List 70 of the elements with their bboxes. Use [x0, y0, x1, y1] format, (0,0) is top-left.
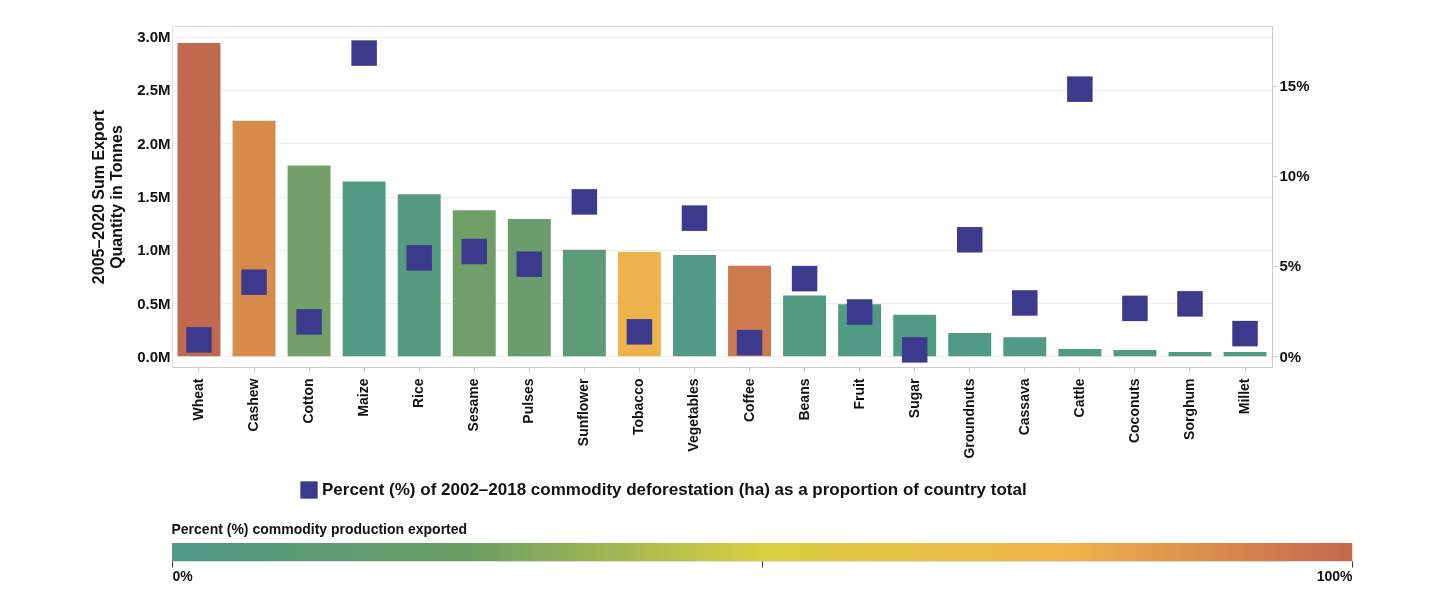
color-bar-label: 0% [172, 567, 194, 584]
bar [1168, 352, 1212, 357]
point [186, 327, 212, 353]
point [791, 265, 818, 292]
color-bar-title: Percent (%) commodity production exported [171, 521, 468, 537]
x-tick-label: Fruit [850, 378, 867, 410]
point [351, 40, 377, 66]
point [681, 205, 708, 231]
point [846, 299, 873, 325]
x-tick-label: Cassava [1015, 378, 1032, 436]
point [736, 329, 763, 356]
y-axis-title: 2005–2020 Sum Export Quantity in Tonnes [90, 109, 126, 285]
x-tick-label: Maize [355, 378, 372, 417]
color-bar-label: 100% [1316, 567, 1354, 584]
y-tick-label: 2.5M [137, 81, 171, 99]
x-tick-label: Wheat [189, 378, 206, 421]
y-tick-label: 2.0M [137, 134, 171, 152]
point [296, 309, 322, 335]
x-tick-label: Groundnuts [960, 378, 977, 459]
y2-tick-label: 5% [1279, 257, 1302, 275]
y2-tick-label: 10% [1279, 167, 1310, 185]
x-tick-label: Coconuts [1125, 378, 1142, 444]
bar [232, 120, 276, 357]
point [1177, 291, 1203, 317]
x-tick-label: Rice [410, 378, 427, 409]
point [516, 251, 543, 277]
x-tick-label: Millet [1236, 378, 1253, 415]
point [1232, 320, 1258, 347]
bar [342, 181, 386, 357]
point [571, 189, 598, 215]
x-tick-label: Cotton [300, 378, 317, 424]
point [406, 245, 432, 271]
point [461, 238, 487, 265]
y-tick-label: 3.0M [137, 28, 171, 46]
bar [287, 165, 331, 357]
y2-tick-label: 15% [1279, 77, 1310, 95]
point [901, 337, 928, 363]
x-tick-label: Beans [795, 378, 812, 421]
bar [673, 255, 716, 357]
legend-label: Percent (%) of 2002–2018 commodity deforestation (ha) as a proportion of country total [322, 480, 1027, 499]
bar [1223, 352, 1267, 357]
bar [562, 249, 606, 357]
x-tick-label: Sorghum [1180, 378, 1197, 440]
bar [948, 332, 992, 357]
x-tick-label: Sugar [905, 377, 922, 419]
x-tick-label: Cattle [1070, 378, 1087, 418]
point [626, 319, 653, 345]
x-tick-label: Sesame [465, 378, 482, 432]
y-tick-label: 1.5M [137, 188, 171, 205]
y-tick-label: 1.0M [137, 241, 171, 259]
bar [1003, 337, 1047, 357]
point [957, 227, 983, 253]
point [1012, 290, 1038, 316]
point [1122, 295, 1148, 322]
point [241, 269, 267, 295]
bar [1113, 349, 1157, 357]
bar [1058, 348, 1102, 357]
bar [177, 43, 221, 357]
bar [397, 194, 441, 357]
y-tick-label: 0.0M [137, 347, 171, 365]
bar [783, 295, 827, 357]
x-tick-label: Pulses [520, 378, 537, 424]
point [1067, 76, 1093, 102]
x-tick-label: Coffee [740, 378, 757, 423]
x-tick-label: Sunflower [575, 377, 592, 447]
y-tick-label: 0.5M [137, 294, 171, 312]
x-tick-label: Cashew [245, 378, 262, 432]
x-tick-label: Vegetables [685, 378, 702, 452]
y2-tick-label: 0% [1279, 347, 1302, 365]
x-tick-label: Tobacco [630, 378, 647, 436]
